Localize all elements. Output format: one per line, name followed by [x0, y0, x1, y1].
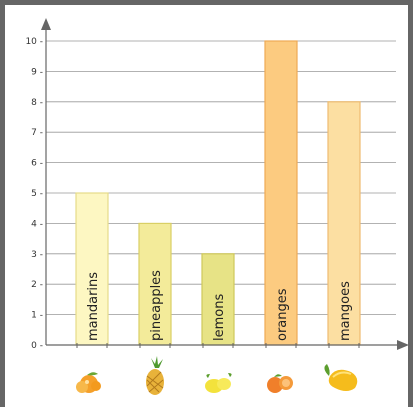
y-tick-label: 1 -	[31, 311, 43, 321]
bar-oranges	[264, 40, 298, 346]
x-axis-arrow	[397, 340, 409, 350]
bar-pineapples	[138, 222, 172, 346]
bar-lemons	[201, 253, 235, 346]
bar-label-oranges: oranges	[275, 288, 290, 341]
y-tick-label: 9 -	[31, 67, 43, 77]
y-axis-ticks: 0 - 1 - 2 - 3 - 4 - 5 - 6 - 7 - 8 - 9 - 10 -	[25, 37, 43, 351]
axes	[41, 18, 409, 350]
x-axis-ticks	[76, 343, 360, 348]
y-tick-label: 7 -	[31, 128, 43, 138]
y-tick-label: 3 -	[31, 250, 43, 260]
y-axis-arrow	[41, 18, 51, 30]
bar-label-mangoes: mangoes	[338, 281, 353, 341]
y-tick-label: 8 -	[31, 98, 43, 108]
pineapple-icon	[146, 356, 164, 395]
y-tick-label: 5 -	[31, 189, 43, 199]
bar-labels: mandarins pineapples lemons oranges mangoes	[86, 270, 353, 341]
lemon-icon	[205, 373, 232, 393]
mandarin-icon	[76, 372, 101, 393]
bar-mandarins	[75, 192, 109, 346]
bars	[75, 40, 361, 346]
y-tick-label: 10 -	[25, 37, 43, 47]
y-tick-label: 6 -	[31, 159, 43, 169]
y-tick-label: 4 -	[31, 219, 43, 229]
y-tick-label: 0 -	[31, 341, 43, 351]
y-tick-label: 2 -	[31, 280, 43, 290]
bar-label-lemons: lemons	[212, 294, 227, 341]
bar-mangoes	[327, 101, 361, 346]
mango-icon	[324, 364, 358, 391]
bar-label-pineapples: pineapples	[149, 270, 164, 341]
orange-icon	[267, 374, 293, 393]
bar-label-mandarins: mandarins	[86, 272, 101, 341]
